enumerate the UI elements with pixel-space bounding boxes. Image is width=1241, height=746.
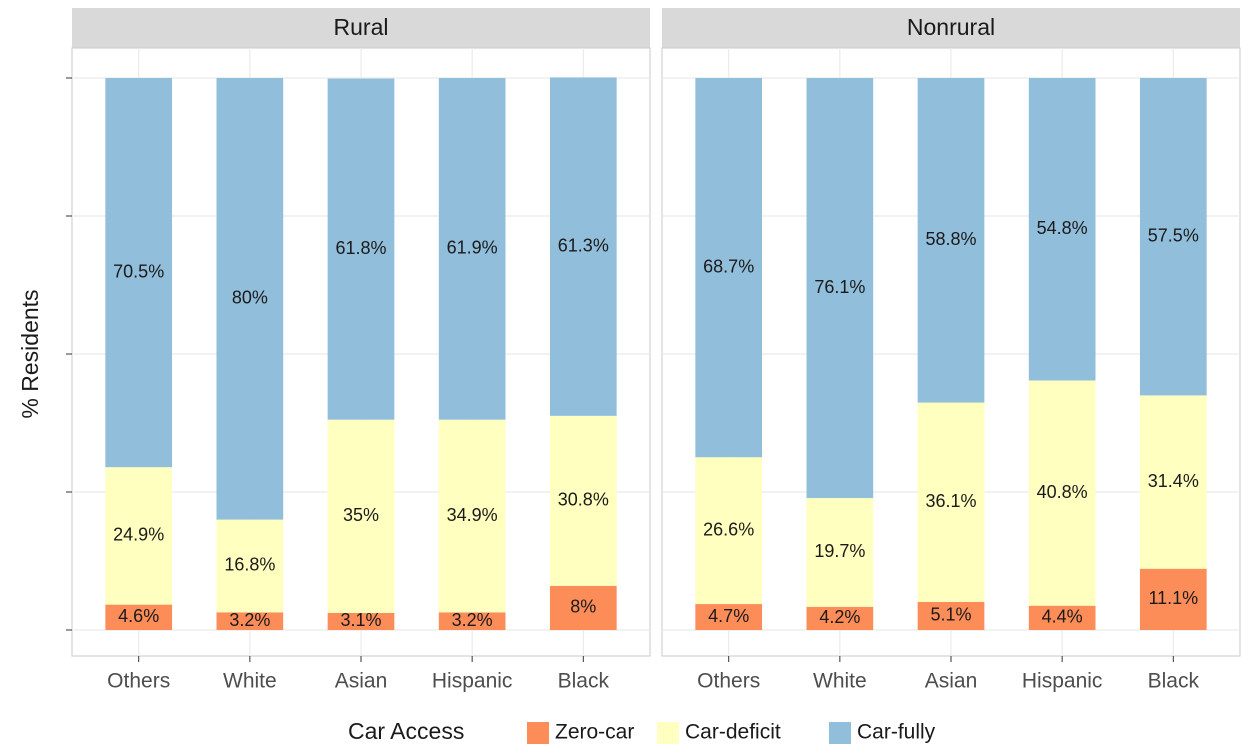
bar-segment xyxy=(549,77,617,416)
bar-segment xyxy=(695,78,763,458)
data-label: 34.9% xyxy=(447,505,498,525)
data-label: 54.8% xyxy=(1037,218,1088,238)
data-label: 3.1% xyxy=(340,610,381,630)
x-tick-label: Others xyxy=(107,670,170,693)
legend-label: Zero-car xyxy=(555,721,634,744)
data-label: 36.1% xyxy=(925,491,976,511)
legend-key xyxy=(527,722,549,744)
bar-segment xyxy=(105,467,173,605)
bar-segment xyxy=(105,78,173,468)
x-tick-label: Black xyxy=(558,670,610,693)
bar-segment xyxy=(695,604,763,630)
bar-segment xyxy=(438,419,506,613)
bar-segment xyxy=(1028,605,1096,630)
data-label: 76.1% xyxy=(814,277,865,297)
data-label: 58.8% xyxy=(925,229,976,249)
data-label: 3.2% xyxy=(452,610,493,630)
bar-segment xyxy=(105,604,173,630)
data-label: 35% xyxy=(343,505,379,525)
bar-segment xyxy=(327,419,395,613)
data-label: 40.8% xyxy=(1037,482,1088,502)
bar-segment xyxy=(327,612,395,630)
data-label: 61.3% xyxy=(558,235,609,255)
x-tick-label: Black xyxy=(1148,670,1200,693)
bar-segment xyxy=(1139,568,1207,630)
data-label: 30.8% xyxy=(558,490,609,510)
strip xyxy=(662,8,1240,48)
bar-segment xyxy=(327,78,395,420)
x-tick-label: White xyxy=(223,670,277,693)
data-label: 4.2% xyxy=(819,607,860,627)
bar-segment xyxy=(695,457,763,605)
bar-segment xyxy=(806,606,874,630)
data-label: 4.4% xyxy=(1042,607,1083,627)
legend-title: Car Access xyxy=(348,718,464,744)
facet-title: Rural xyxy=(334,14,389,40)
bar-segment xyxy=(216,78,284,520)
data-label: 4.6% xyxy=(118,606,159,626)
data-label: 24.9% xyxy=(113,525,164,545)
legend-label: Car-deficit xyxy=(685,721,781,744)
data-label: 5.1% xyxy=(930,605,971,625)
bar-segment xyxy=(917,78,985,403)
legend-label: Car-fully xyxy=(857,721,936,744)
data-label: 4.7% xyxy=(708,606,749,626)
x-tick-label: Asian xyxy=(335,670,388,693)
bar-segment xyxy=(806,78,874,499)
data-label: 16.8% xyxy=(224,555,275,575)
data-label: 70.5% xyxy=(113,261,164,281)
data-label: 61.8% xyxy=(335,238,386,258)
x-tick-label: Others xyxy=(697,670,760,693)
data-label: 11.1% xyxy=(1148,588,1198,608)
bar-segment xyxy=(1139,78,1207,396)
data-label: 8% xyxy=(570,597,596,617)
bar-segment xyxy=(1139,395,1207,569)
strip xyxy=(72,8,650,48)
bar-segment xyxy=(216,519,284,613)
data-label: 80% xyxy=(232,288,268,308)
data-label: 68.7% xyxy=(703,256,754,276)
data-label: 57.5% xyxy=(1148,225,1199,245)
bar-segment xyxy=(917,601,985,630)
bar-segment xyxy=(917,402,985,602)
data-label: 31.4% xyxy=(1148,471,1199,491)
legend-key xyxy=(657,722,679,744)
x-tick-label: Hispanic xyxy=(432,670,513,693)
y-axis-label: % Residents xyxy=(17,289,43,418)
x-tick-label: White xyxy=(813,670,867,693)
bar-segment xyxy=(438,78,506,420)
bar-segment xyxy=(549,415,617,586)
bar-segment xyxy=(438,612,506,630)
x-tick-label: Hispanic xyxy=(1022,670,1103,693)
data-label: 61.9% xyxy=(447,238,498,258)
bar-segment xyxy=(216,612,284,630)
facet-title: Nonrural xyxy=(907,14,995,40)
x-tick-label: Asian xyxy=(925,670,978,693)
bar-segment xyxy=(806,498,874,607)
bar-segment xyxy=(549,585,617,630)
legend-key xyxy=(829,722,851,744)
bar-segment xyxy=(1028,380,1096,606)
data-label: 26.6% xyxy=(703,519,754,539)
bar-segment xyxy=(1028,78,1096,381)
data-label: 19.7% xyxy=(814,541,865,561)
data-label: 3.2% xyxy=(229,610,270,630)
